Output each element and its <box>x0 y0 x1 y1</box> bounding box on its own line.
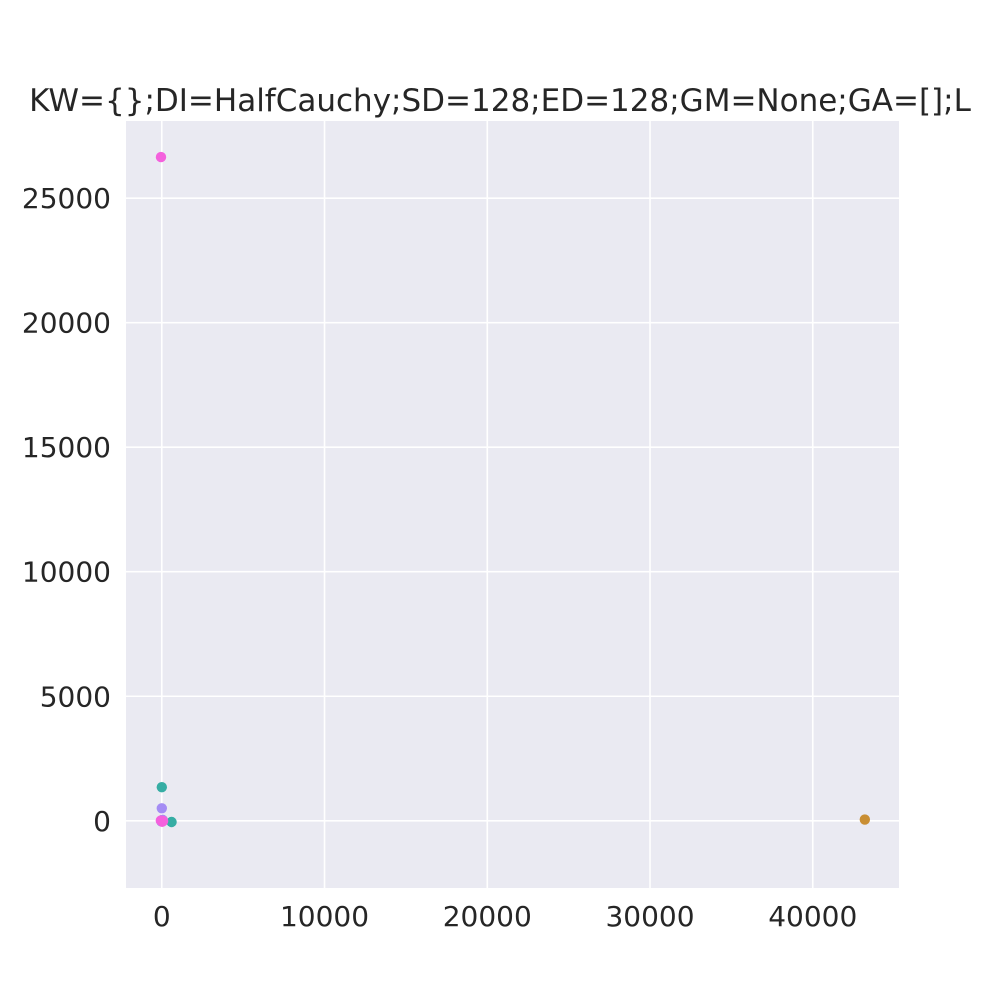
data-point <box>166 816 177 828</box>
y-tick-label: 0 <box>93 805 111 838</box>
data-point <box>156 803 168 814</box>
tick-labels: 0 10000 20000 30000 40000 0 5000 10000 15000 2000… <box>22 182 857 933</box>
data-points <box>155 151 871 828</box>
y-tick-label: 20000 <box>22 307 111 340</box>
y-tick-label: 15000 <box>22 431 111 464</box>
y-tick-label: 5000 <box>40 680 111 713</box>
data-point <box>157 815 169 827</box>
x-tick-label: 40000 <box>768 900 857 933</box>
y-tick-label: 25000 <box>22 182 111 215</box>
x-tick-label: 10000 <box>280 900 369 933</box>
x-tick-label: 20000 <box>443 900 532 933</box>
plot-area <box>126 121 899 888</box>
x-tick-label: 30000 <box>605 900 694 933</box>
grid-lines <box>126 121 899 888</box>
chart-title: KW={};DI=HalfCauchy;SD=128;ED=128;GM=Non… <box>29 83 971 119</box>
y-tick-label: 10000 <box>22 556 111 589</box>
data-point <box>859 814 871 825</box>
data-point <box>155 151 167 163</box>
data-point <box>156 781 168 793</box>
x-tick-label: 0 <box>153 900 171 933</box>
